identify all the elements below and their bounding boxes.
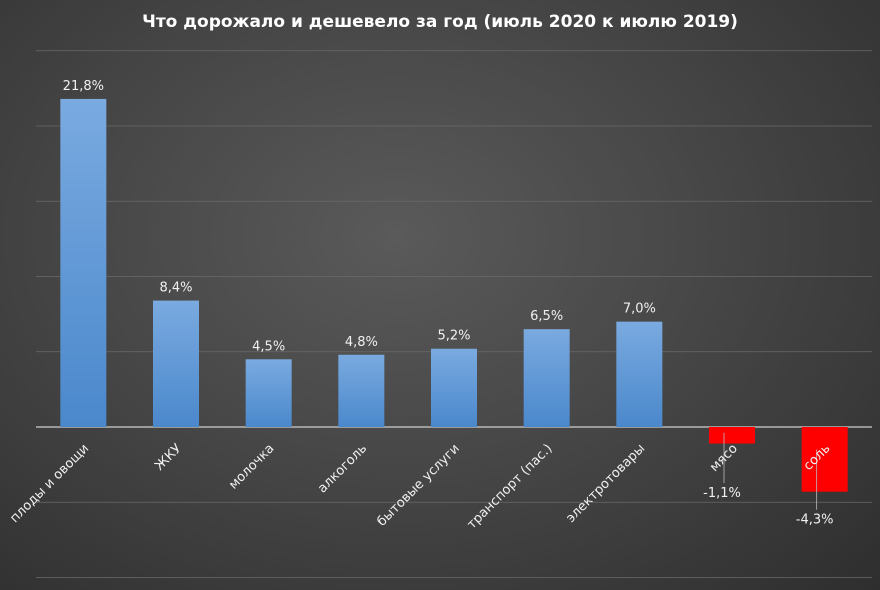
- bar-6: [523, 329, 570, 427]
- category-label-3: молочка: [226, 441, 277, 492]
- data-label-6: 6,5%: [530, 309, 563, 324]
- category-label-4: алкоголь: [315, 441, 370, 496]
- bar-3: [245, 359, 292, 427]
- data-labels: 21,8% 8,4% 4,5% 4,8% 5,2% 6,5% 7,0% -1,1% -4,3%: [63, 79, 834, 528]
- data-label-1: 21,8%: [63, 79, 104, 94]
- bar-4: [338, 354, 385, 427]
- data-label-4: 4,8%: [345, 335, 378, 350]
- data-label-5: 5,2%: [437, 329, 470, 344]
- data-label-7: 7,0%: [623, 302, 656, 317]
- bar-7: [616, 321, 663, 427]
- bar-1: [60, 98, 107, 427]
- chart-title: Что дорожало и дешевело за год (июль 202…: [142, 12, 738, 32]
- data-label-3: 4,5%: [252, 339, 285, 354]
- bar-8: [709, 427, 755, 444]
- category-label-5: бытовые услуги: [374, 441, 462, 529]
- category-label-1: плоды и овощи: [7, 441, 92, 526]
- bar-5: [431, 348, 477, 427]
- data-label-9: -4,3%: [796, 513, 834, 528]
- bar-2: [153, 300, 199, 427]
- category-label-7: электротовары: [563, 441, 648, 526]
- category-label-6: транспорт (пас.): [464, 441, 555, 532]
- bar-9: [801, 427, 848, 492]
- data-label-2: 8,4%: [159, 281, 192, 296]
- data-label-8: -1,1%: [703, 486, 741, 501]
- category-label-2: ЖКУ: [152, 441, 185, 474]
- bars: [60, 98, 848, 492]
